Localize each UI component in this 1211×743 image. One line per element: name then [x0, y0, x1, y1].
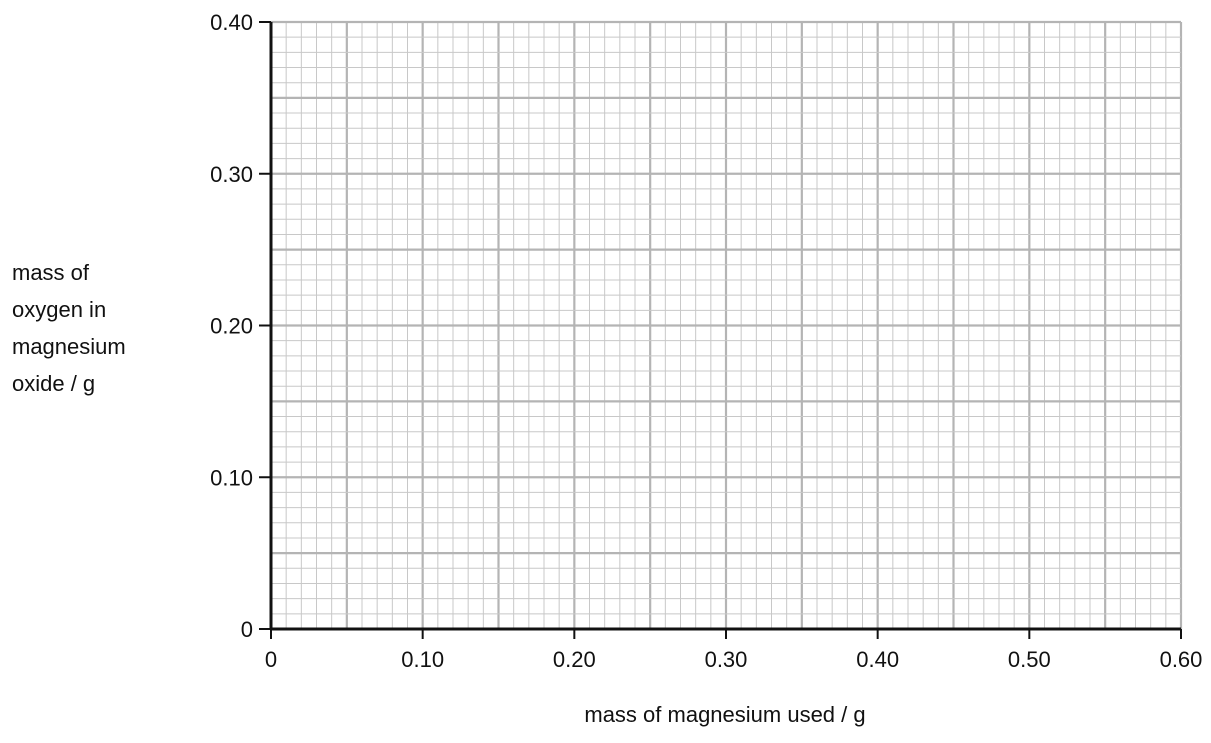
y-axis-title-line-1: mass of — [12, 260, 90, 285]
y-axis-title-line-4: oxide / g — [12, 371, 95, 396]
x-tick-label: 0.50 — [1008, 647, 1051, 672]
x-tick-label: 0.20 — [553, 647, 596, 672]
x-tick-label: 0.10 — [401, 647, 444, 672]
y-axis-title-line-2: oxygen in — [12, 297, 106, 322]
x-tick-label: 0.60 — [1160, 647, 1203, 672]
x-axis-ticks: 0 0.10 0.20 0.30 0.40 0.50 0.60 — [265, 629, 1203, 672]
x-tick-label: 0.30 — [705, 647, 748, 672]
x-tick-label: 0.40 — [856, 647, 899, 672]
y-axis-title: mass of oxygen in magnesium oxide / g — [12, 260, 126, 396]
y-axis-title-line-3: magnesium — [12, 334, 126, 359]
x-tick-label: 0 — [265, 647, 277, 672]
y-tick-label: 0.20 — [210, 314, 253, 339]
graph-paper-grid — [269, 20, 1183, 631]
y-tick-label: 0.10 — [210, 465, 253, 490]
y-tick-label: 0.40 — [210, 10, 253, 35]
y-tick-label: 0 — [241, 617, 253, 642]
y-axis-ticks: 0 0.10 0.20 0.30 0.40 — [210, 10, 271, 642]
y-tick-label: 0.30 — [210, 162, 253, 187]
x-axis-title: mass of magnesium used / g — [584, 702, 865, 727]
